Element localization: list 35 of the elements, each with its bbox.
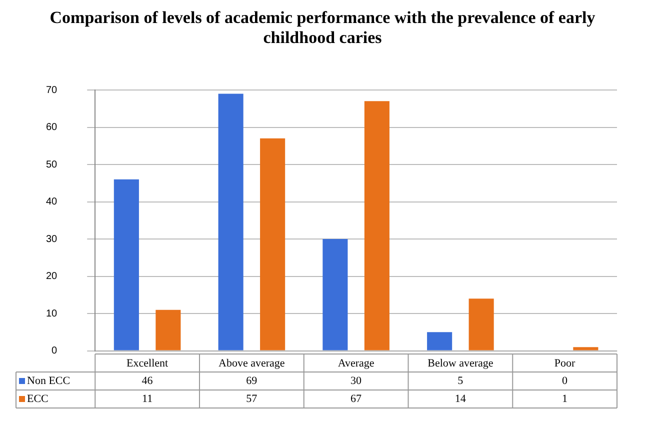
bar (156, 310, 181, 350)
x-tick-label: Above average (218, 357, 285, 370)
y-tick-label: 50 (46, 159, 58, 170)
data-label: 57 (246, 392, 258, 405)
bar (364, 101, 390, 350)
data-label: 14 (454, 392, 466, 405)
data-label: 0 (562, 374, 568, 387)
data-label: 5 (458, 374, 464, 387)
legend-label: Non ECC (27, 374, 70, 387)
y-tick-label: 30 (46, 234, 58, 245)
data-label: 30 (350, 374, 362, 387)
x-tick-label: Below average (428, 357, 494, 370)
y-tick-label: 60 (46, 122, 58, 134)
bar (322, 239, 348, 350)
x-tick-label: Average (338, 357, 374, 370)
x-tick-label: Poor (554, 357, 576, 370)
bar (218, 94, 244, 350)
data-label: 46 (142, 374, 154, 387)
bar (260, 138, 286, 350)
y-tick-label: 0 (52, 346, 58, 357)
y-tick-label: 70 (46, 84, 58, 96)
bar (427, 332, 452, 350)
x-tick-label: Excellent (126, 357, 168, 370)
y-tick-label: 20 (46, 271, 58, 282)
data-label: 1 (562, 392, 568, 405)
legend-label: ECC (27, 392, 48, 405)
bar (114, 179, 139, 350)
bar (573, 347, 598, 350)
data-label: 69 (246, 374, 258, 387)
data-label: 67 (350, 392, 362, 405)
data-label: 11 (142, 392, 153, 405)
y-tick-label: 40 (46, 196, 58, 208)
chart-title: Comparison of levels of academic performance with the prevalence of early childhood caries (48, 8, 596, 48)
y-tick-label: 10 (46, 308, 58, 320)
bar (468, 298, 494, 350)
